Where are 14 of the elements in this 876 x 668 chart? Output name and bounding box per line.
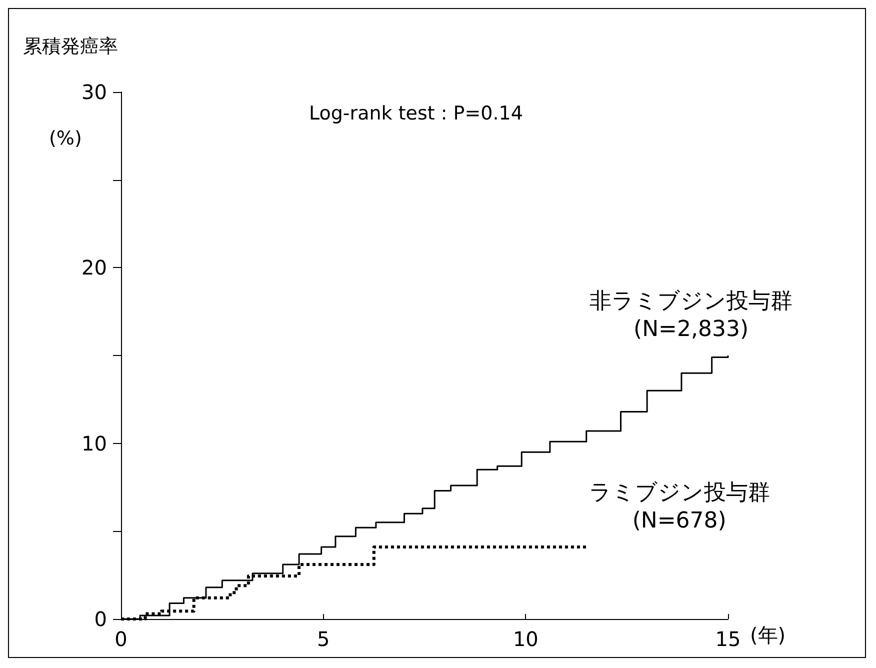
series-label: ラミブジン投与群 (N=678) — [588, 480, 770, 534]
x-tick-label: 5 — [316, 627, 330, 651]
y-axis-title: 累積発癌率 — [23, 36, 118, 58]
y-tick-label: 30 — [82, 80, 107, 104]
y-tick-label: 10 — [82, 431, 107, 456]
y-tick-label: 20 — [82, 256, 107, 280]
x-axis-title: (年) — [750, 623, 786, 647]
text: (%) — [49, 128, 82, 150]
x-tick-label: 10 — [512, 627, 538, 651]
x-tick-label: 0 — [114, 627, 128, 651]
text: 非ラミブジン投与群 (N=2,833) — [590, 289, 792, 342]
annotation: Log-rank test : P=0.14 — [309, 102, 523, 124]
x-tick-label: 15 — [715, 627, 741, 651]
y-tick-label: 0 — [94, 607, 107, 631]
